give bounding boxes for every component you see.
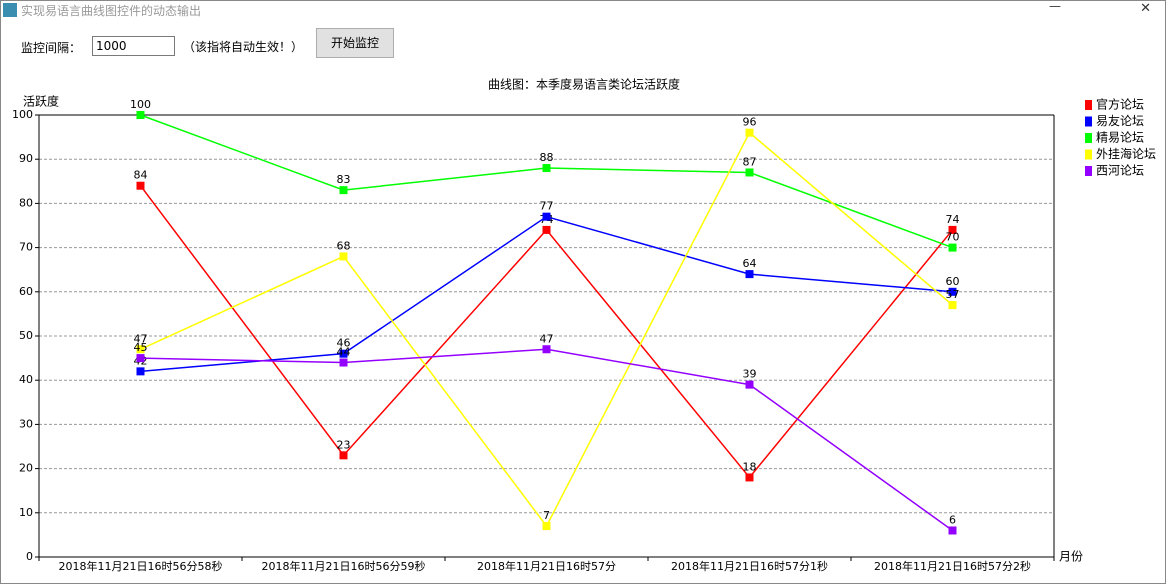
y-tick-label: 10 xyxy=(19,506,33,519)
chart-title: 曲线图：本季度易语言类论坛活跃度 xyxy=(488,77,680,92)
data-label: 68 xyxy=(337,239,351,252)
legend-swatch xyxy=(1085,100,1092,110)
interval-label: 监控间隔： xyxy=(21,41,82,55)
point-marker xyxy=(948,526,957,535)
y-axis-label: 活跃度 xyxy=(23,94,59,109)
legend-swatch xyxy=(1085,116,1092,127)
point-marker xyxy=(745,128,754,137)
data-label: 83 xyxy=(337,173,351,186)
series-line xyxy=(140,131,953,528)
data-label: 46 xyxy=(337,337,351,350)
point-marker xyxy=(136,367,145,376)
data-label: 47 xyxy=(540,332,554,345)
window-title: 实现易语言曲线图控件的动态输出 xyxy=(21,4,202,18)
legend-swatch xyxy=(1085,149,1092,160)
point-marker xyxy=(745,270,754,279)
point-marker xyxy=(339,186,348,195)
y-tick-label: 70 xyxy=(19,241,33,254)
point-marker xyxy=(542,345,551,354)
data-label: 100 xyxy=(130,98,151,111)
data-label: 96 xyxy=(743,116,757,129)
point-marker xyxy=(745,168,754,177)
series-line xyxy=(140,348,953,532)
point-marker xyxy=(339,349,348,358)
y-tick-label: 20 xyxy=(19,462,33,475)
point-marker xyxy=(948,225,957,234)
legend-label: 精易论坛 xyxy=(1096,131,1144,145)
point-marker xyxy=(136,111,145,119)
y-tick-label: 100 xyxy=(12,108,33,121)
legend-label: 西河论坛 xyxy=(1096,164,1144,178)
x-tick-label: 2018年11月21日16时56分58秒 xyxy=(59,559,223,573)
point-marker xyxy=(339,358,348,367)
data-label: 74 xyxy=(946,213,960,226)
y-tick-label: 50 xyxy=(19,329,33,342)
close-button[interactable]: ✕ xyxy=(1140,1,1151,16)
app-icon xyxy=(3,3,17,17)
y-tick-label: 30 xyxy=(19,417,33,430)
x-tick-label: 2018年11月21日16时57分2秒 xyxy=(874,559,1031,573)
data-label: 39 xyxy=(743,368,757,381)
interval-input[interactable]: 1000 xyxy=(92,36,175,56)
legend-swatch xyxy=(1085,133,1092,143)
data-label: 88 xyxy=(540,151,554,164)
data-label: 87 xyxy=(743,155,757,168)
y-tick-label: 80 xyxy=(19,196,33,209)
point-marker xyxy=(542,225,551,234)
data-label: 47 xyxy=(134,332,148,345)
point-marker xyxy=(542,164,551,173)
point-marker xyxy=(542,522,551,531)
data-label: 44 xyxy=(337,346,351,359)
point-marker xyxy=(136,181,145,190)
point-marker xyxy=(948,243,957,252)
point-marker xyxy=(136,345,145,354)
hint-text: （该指将自动生效！） xyxy=(183,40,304,54)
y-tick-label: 40 xyxy=(19,373,33,386)
data-label: 7 xyxy=(543,509,550,522)
data-label: 64 xyxy=(743,257,757,270)
data-label: 6 xyxy=(949,513,956,526)
x-tick-label: 2018年11月21日16时56分59秒 xyxy=(262,559,426,573)
x-tick-label: 2018年11月21日16时57分 xyxy=(477,559,616,573)
data-label: 84 xyxy=(134,169,148,182)
legend-swatch xyxy=(1085,166,1092,176)
data-label: 23 xyxy=(337,438,351,451)
point-marker xyxy=(339,252,348,261)
data-label: 57 xyxy=(946,288,960,301)
x-tick-label: 2018年11月21日16时57分1秒 xyxy=(671,559,828,573)
data-label: 18 xyxy=(743,460,757,473)
start-button[interactable]: 开始监控 xyxy=(316,28,394,58)
data-label: 70 xyxy=(946,231,960,244)
legend-label: 易友论坛 xyxy=(1096,114,1144,128)
point-marker xyxy=(745,473,754,482)
point-marker xyxy=(948,287,957,296)
legend-label: 官方论坛 xyxy=(1096,97,1144,112)
y-tick-label: 60 xyxy=(19,285,33,298)
point-marker xyxy=(339,451,348,460)
data-label: 45 xyxy=(134,341,148,354)
y-tick-label: 0 xyxy=(26,550,33,563)
x-axis-label: 月份 xyxy=(1059,550,1083,564)
data-label: 77 xyxy=(540,200,554,213)
point-marker xyxy=(745,380,754,389)
point-marker xyxy=(542,212,551,221)
data-label: 60 xyxy=(946,275,960,288)
y-tick-label: 90 xyxy=(19,152,33,165)
point-marker xyxy=(136,354,145,363)
minimize-button[interactable]: — xyxy=(1049,0,1061,13)
title-bar: 实现易语言曲线图控件的动态输出 — ✕ xyxy=(1,1,1165,19)
point-marker xyxy=(948,301,957,310)
legend-label: 外挂海论坛 xyxy=(1096,146,1156,161)
